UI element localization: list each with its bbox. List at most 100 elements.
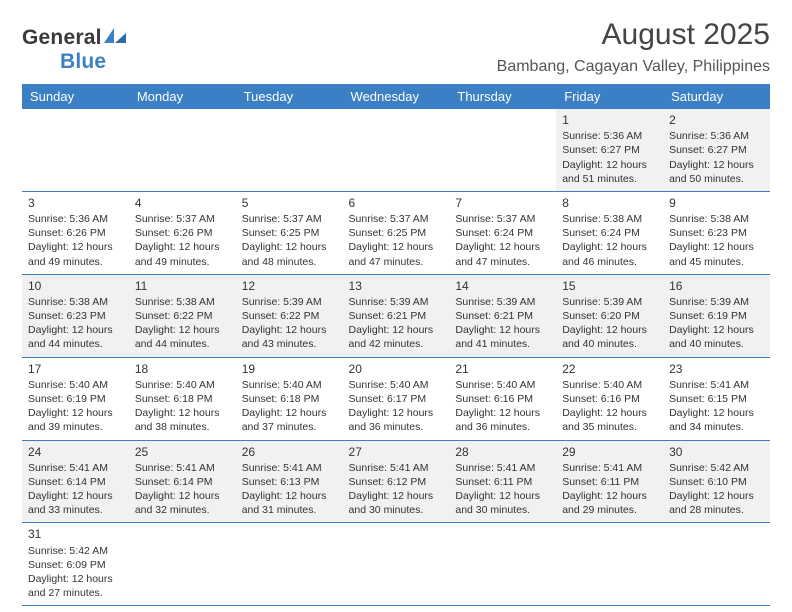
day-number: 10	[28, 278, 123, 294]
calendar-header-row: SundayMondayTuesdayWednesdayThursdayFrid…	[22, 84, 770, 109]
calendar-week-row: 1Sunrise: 5:36 AMSunset: 6:27 PMDaylight…	[22, 109, 770, 191]
calendar-day-cell: 20Sunrise: 5:40 AMSunset: 6:17 PMDayligh…	[343, 357, 450, 440]
day-number: 21	[455, 361, 550, 377]
calendar-day-cell	[343, 523, 450, 606]
calendar-day-cell: 19Sunrise: 5:40 AMSunset: 6:18 PMDayligh…	[236, 357, 343, 440]
calendar-week-row: 17Sunrise: 5:40 AMSunset: 6:19 PMDayligh…	[22, 357, 770, 440]
sunrise-line: Sunrise: 5:38 AM	[562, 212, 657, 226]
daylight-line: Daylight: 12 hours and 48 minutes.	[242, 240, 337, 268]
sunset-line: Sunset: 6:25 PM	[242, 226, 337, 240]
sunset-line: Sunset: 6:10 PM	[669, 475, 764, 489]
sunset-line: Sunset: 6:21 PM	[349, 309, 444, 323]
daylight-line: Daylight: 12 hours and 30 minutes.	[349, 489, 444, 517]
daylight-line: Daylight: 12 hours and 47 minutes.	[455, 240, 550, 268]
daylight-line: Daylight: 12 hours and 43 minutes.	[242, 323, 337, 351]
sunset-line: Sunset: 6:12 PM	[349, 475, 444, 489]
sunrise-line: Sunrise: 5:39 AM	[242, 295, 337, 309]
calendar-day-cell: 26Sunrise: 5:41 AMSunset: 6:13 PMDayligh…	[236, 440, 343, 523]
sunrise-line: Sunrise: 5:42 AM	[28, 544, 123, 558]
daylight-line: Daylight: 12 hours and 36 minutes.	[455, 406, 550, 434]
weekday-header: Tuesday	[236, 84, 343, 109]
calendar-day-cell	[129, 523, 236, 606]
sunrise-line: Sunrise: 5:38 AM	[28, 295, 123, 309]
sunrise-line: Sunrise: 5:40 AM	[455, 378, 550, 392]
sunrise-line: Sunrise: 5:39 AM	[455, 295, 550, 309]
daylight-line: Daylight: 12 hours and 49 minutes.	[135, 240, 230, 268]
weekday-header: Saturday	[663, 84, 770, 109]
sunrise-line: Sunrise: 5:36 AM	[562, 129, 657, 143]
day-number: 14	[455, 278, 550, 294]
daylight-line: Daylight: 12 hours and 44 minutes.	[135, 323, 230, 351]
sunset-line: Sunset: 6:18 PM	[135, 392, 230, 406]
daylight-line: Daylight: 12 hours and 36 minutes.	[349, 406, 444, 434]
sunset-line: Sunset: 6:14 PM	[135, 475, 230, 489]
header: GeneralBlue August 2025 Bambang, Cagayan…	[22, 18, 770, 76]
sunrise-line: Sunrise: 5:41 AM	[349, 461, 444, 475]
weekday-header: Sunday	[22, 84, 129, 109]
sunset-line: Sunset: 6:23 PM	[28, 309, 123, 323]
sunrise-line: Sunrise: 5:39 AM	[562, 295, 657, 309]
sunrise-line: Sunrise: 5:42 AM	[669, 461, 764, 475]
daylight-line: Daylight: 12 hours and 42 minutes.	[349, 323, 444, 351]
sunset-line: Sunset: 6:24 PM	[562, 226, 657, 240]
daylight-line: Daylight: 12 hours and 32 minutes.	[135, 489, 230, 517]
sunrise-line: Sunrise: 5:40 AM	[349, 378, 444, 392]
sunset-line: Sunset: 6:15 PM	[669, 392, 764, 406]
daylight-line: Daylight: 12 hours and 40 minutes.	[562, 323, 657, 351]
calendar-day-cell: 14Sunrise: 5:39 AMSunset: 6:21 PMDayligh…	[449, 274, 556, 357]
day-number: 4	[135, 195, 230, 211]
sunset-line: Sunset: 6:22 PM	[135, 309, 230, 323]
sunset-line: Sunset: 6:16 PM	[562, 392, 657, 406]
weekday-header: Thursday	[449, 84, 556, 109]
calendar-day-cell	[449, 109, 556, 191]
calendar-day-cell: 11Sunrise: 5:38 AMSunset: 6:22 PMDayligh…	[129, 274, 236, 357]
calendar-day-cell: 13Sunrise: 5:39 AMSunset: 6:21 PMDayligh…	[343, 274, 450, 357]
daylight-line: Daylight: 12 hours and 50 minutes.	[669, 158, 764, 186]
calendar-day-cell	[236, 109, 343, 191]
daylight-line: Daylight: 12 hours and 37 minutes.	[242, 406, 337, 434]
sunrise-line: Sunrise: 5:40 AM	[562, 378, 657, 392]
calendar-day-cell: 25Sunrise: 5:41 AMSunset: 6:14 PMDayligh…	[129, 440, 236, 523]
sail-icon	[104, 26, 126, 50]
sunrise-line: Sunrise: 5:38 AM	[669, 212, 764, 226]
sunrise-line: Sunrise: 5:41 AM	[455, 461, 550, 475]
sunset-line: Sunset: 6:17 PM	[349, 392, 444, 406]
sunrise-line: Sunrise: 5:36 AM	[669, 129, 764, 143]
day-number: 11	[135, 278, 230, 294]
calendar-day-cell: 30Sunrise: 5:42 AMSunset: 6:10 PMDayligh…	[663, 440, 770, 523]
calendar-day-cell: 24Sunrise: 5:41 AMSunset: 6:14 PMDayligh…	[22, 440, 129, 523]
calendar-week-row: 10Sunrise: 5:38 AMSunset: 6:23 PM Dayligh…	[22, 274, 770, 357]
daylight-line: Daylight: 12 hours and 39 minutes.	[28, 406, 123, 434]
sunset-line: Sunset: 6:25 PM	[349, 226, 444, 240]
day-number: 7	[455, 195, 550, 211]
calendar-day-cell: 31Sunrise: 5:42 AMSunset: 6:09 PMDayligh…	[22, 523, 129, 606]
day-number: 31	[28, 526, 123, 542]
day-number: 3	[28, 195, 123, 211]
sunset-line: Sunset: 6:20 PM	[562, 309, 657, 323]
sunset-line: Sunset: 6:27 PM	[562, 143, 657, 157]
calendar-week-row: 31Sunrise: 5:42 AMSunset: 6:09 PMDayligh…	[22, 523, 770, 606]
calendar-day-cell	[236, 523, 343, 606]
calendar-body: 1Sunrise: 5:36 AMSunset: 6:27 PMDaylight…	[22, 109, 770, 606]
daylight-line: Daylight: 12 hours and 45 minutes.	[669, 240, 764, 268]
day-number: 26	[242, 444, 337, 460]
calendar-week-row: 3Sunrise: 5:36 AMSunset: 6:26 PMDaylight…	[22, 191, 770, 274]
day-number: 2	[669, 112, 764, 128]
sunset-line: Sunset: 6:11 PM	[562, 475, 657, 489]
day-number: 20	[349, 361, 444, 377]
daylight-line: Daylight: 12 hours and 51 minutes.	[562, 158, 657, 186]
sunrise-line: Sunrise: 5:39 AM	[349, 295, 444, 309]
sunset-line: Sunset: 6:09 PM	[28, 558, 123, 572]
calendar-day-cell: 3Sunrise: 5:36 AMSunset: 6:26 PMDaylight…	[22, 191, 129, 274]
day-number: 5	[242, 195, 337, 211]
calendar-day-cell: 16Sunrise: 5:39 AMSunset: 6:19 PMDayligh…	[663, 274, 770, 357]
calendar-day-cell: 17Sunrise: 5:40 AMSunset: 6:19 PMDayligh…	[22, 357, 129, 440]
calendar-day-cell: 5Sunrise: 5:37 AMSunset: 6:25 PMDaylight…	[236, 191, 343, 274]
sunset-line: Sunset: 6:21 PM	[455, 309, 550, 323]
calendar-day-cell: 12Sunrise: 5:39 AMSunset: 6:22 PMDayligh…	[236, 274, 343, 357]
daylight-line: Daylight: 12 hours and 38 minutes.	[135, 406, 230, 434]
day-number: 22	[562, 361, 657, 377]
day-number: 16	[669, 278, 764, 294]
daylight-line: Daylight: 12 hours and 30 minutes.	[455, 489, 550, 517]
calendar-day-cell: 15Sunrise: 5:39 AMSunset: 6:20 PMDayligh…	[556, 274, 663, 357]
